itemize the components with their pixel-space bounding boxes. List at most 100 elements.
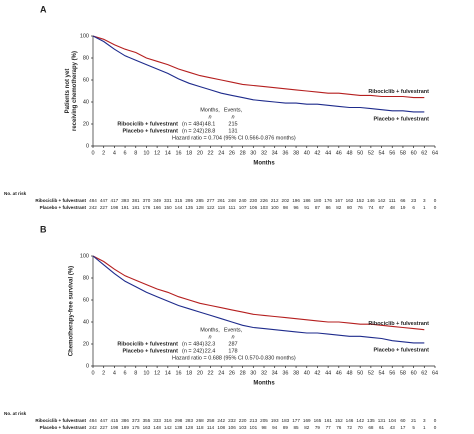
stats-header-unit: n — [208, 114, 211, 120]
at-risk-label: Placebo + fulvestrant — [40, 425, 87, 430]
x-tick-label: 16 — [175, 370, 181, 376]
y-tick-label: 20 — [83, 121, 89, 127]
at-risk-count: 114 — [207, 425, 215, 430]
y-tick-label: 0 — [86, 143, 89, 149]
at-risk-count: 60 — [400, 418, 406, 423]
legend-label: Ribociclib + fulvestrant — [117, 341, 178, 347]
stats-header: Months, — [200, 327, 220, 333]
x-tick-label: 22 — [208, 150, 214, 156]
at-risk-count: 167 — [335, 198, 343, 203]
x-tick-label: 60 — [411, 370, 417, 376]
x-tick-label: 2 — [102, 370, 105, 376]
hazard-ratio: Hazard ratio = 0.688 (95% CI 0.570-0.830… — [172, 355, 296, 361]
at-risk-count: 5 — [412, 425, 415, 430]
x-tick-label: 44 — [325, 150, 331, 156]
stats-events: 178 — [228, 348, 237, 354]
y-tick-label: 80 — [83, 55, 89, 61]
at-risk-count: 82 — [304, 425, 310, 430]
at-risk-count: 0 — [434, 418, 437, 423]
at-risk-count: 177 — [292, 418, 300, 423]
at-risk-count: 183 — [282, 418, 290, 423]
at-risk-count: 193 — [271, 418, 279, 423]
x-tick-label: 20 — [197, 150, 203, 156]
x-tick-label: 30 — [250, 150, 256, 156]
x-tick-label: 24 — [218, 150, 224, 156]
x-tick-label: 58 — [400, 150, 406, 156]
at-risk-count: 94 — [272, 425, 278, 430]
y-tick-label: 100 — [80, 33, 89, 39]
x-tick-label: 12 — [154, 150, 160, 156]
stats-header-unit: n — [208, 334, 211, 340]
at-risk-count: 66 — [400, 198, 406, 203]
at-risk-count: 447 — [100, 418, 108, 423]
x-tick-label: 12 — [154, 370, 160, 376]
y-axis-label: Chemotherapy-free survival (%) — [69, 266, 75, 356]
y-tick-label: 20 — [83, 341, 89, 347]
legend-label: Placebo + fulvestrant — [123, 348, 179, 354]
x-tick-label: 10 — [143, 150, 149, 156]
x-tick-label: 56 — [389, 150, 395, 156]
at-risk-count: 103 — [260, 205, 268, 210]
at-risk-count: 198 — [111, 425, 119, 430]
x-tick-label: 8 — [134, 370, 137, 376]
x-tick-label: 64 — [432, 150, 438, 156]
at-risk-count: 106 — [249, 205, 257, 210]
x-tick-label: 34 — [272, 150, 278, 156]
x-tick-label: 4 — [113, 370, 116, 376]
stats-median: 32.3 — [205, 341, 216, 347]
at-risk-count: 148 — [153, 425, 161, 430]
at-risk-count: 98 — [261, 425, 267, 430]
at-risk-count: 135 — [367, 418, 375, 423]
at-risk-count: 283 — [185, 418, 193, 423]
x-tick-label: 6 — [124, 370, 127, 376]
stats-events: 131 — [228, 128, 237, 134]
at-risk-count: 370 — [143, 198, 151, 203]
at-risk-count: 186 — [303, 198, 311, 203]
x-tick-label: 38 — [293, 150, 299, 156]
at-risk-count: 96 — [294, 205, 300, 210]
at-risk-count: 163 — [143, 425, 151, 430]
x-tick-label: 2 — [102, 150, 105, 156]
stats-median: 48.1 — [205, 121, 216, 127]
stats-header: Events, — [224, 107, 243, 113]
at-risk-count: 242 — [89, 205, 97, 210]
at-risk-count: 181 — [132, 205, 140, 210]
x-tick-label: 8 — [134, 150, 137, 156]
y-tick-label: 60 — [83, 297, 89, 303]
at-risk-count: 484 — [89, 418, 97, 423]
curve-label: Ribociclib + fulvestrant — [368, 321, 429, 327]
x-tick-label: 64 — [432, 370, 438, 376]
at-risk-count: 91 — [304, 205, 310, 210]
at-risk-count: 138 — [175, 425, 183, 430]
at-risk-title: No. at risk — [4, 191, 27, 196]
at-risk-count: 355 — [143, 418, 151, 423]
x-tick-label: 50 — [357, 370, 363, 376]
at-risk-count: 175 — [132, 425, 140, 430]
at-risk-count: 261 — [217, 198, 225, 203]
at-risk-count: 212 — [271, 198, 279, 203]
at-risk-count: 98 — [283, 205, 289, 210]
at-risk-count: 166 — [153, 205, 161, 210]
at-risk-count: 196 — [292, 198, 300, 203]
at-risk-count: 189 — [121, 425, 129, 430]
at-risk-count: 295 — [185, 198, 193, 203]
stats-n: (n = 484) — [182, 341, 204, 347]
curve-label: Placebo + fulvestrant — [374, 116, 430, 122]
y-tick-label: 60 — [83, 77, 89, 83]
at-risk-count: 248 — [228, 198, 236, 203]
at-risk-count: 104 — [388, 418, 396, 423]
y-tick-label: 100 — [80, 253, 89, 259]
at-risk-label: Ribociclib + fulvestrant — [35, 198, 86, 203]
at-risk-count: 226 — [260, 198, 268, 203]
y-axis-label: Patients not yet — [65, 69, 71, 114]
at-risk-count: 202 — [282, 198, 290, 203]
x-tick-label: 34 — [272, 370, 278, 376]
at-risk-count: 150 — [164, 205, 172, 210]
at-risk-count: 108 — [217, 425, 225, 430]
at-risk-count: 0 — [434, 198, 437, 203]
at-risk-count: 373 — [132, 418, 140, 423]
x-tick-label: 52 — [368, 150, 374, 156]
at-risk-count: 21 — [411, 418, 417, 423]
at-risk-count: 232 — [228, 418, 236, 423]
